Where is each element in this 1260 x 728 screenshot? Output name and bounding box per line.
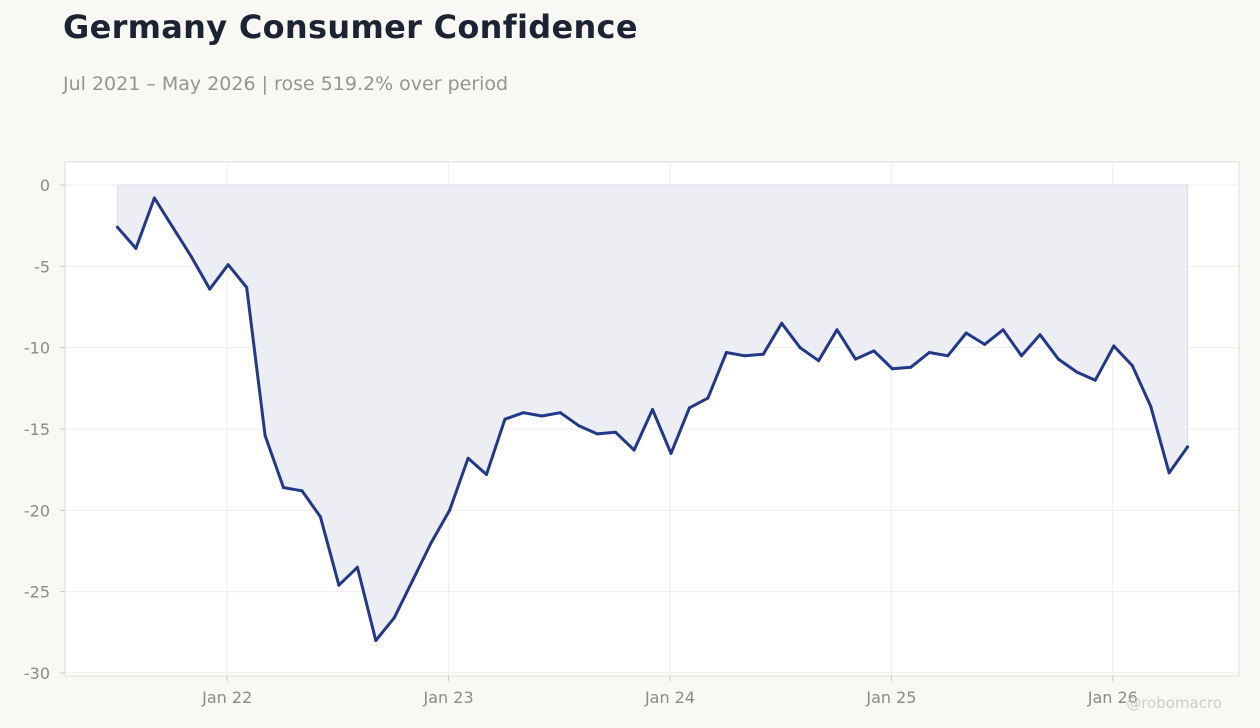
x-axis: Jan 22 Jan 23 Jan 24 Jan 25 Jan 26 <box>201 676 1138 707</box>
data-point <box>1075 370 1079 374</box>
data-point <box>171 225 175 229</box>
data-point <box>245 286 249 289</box>
data-point <box>448 508 452 512</box>
data-point <box>854 357 857 361</box>
data-point <box>927 351 931 354</box>
data-point <box>318 515 322 519</box>
data-point <box>1112 344 1116 348</box>
data-point <box>669 451 673 455</box>
data-point <box>724 351 728 354</box>
x-tick-label: Jan 23 <box>423 688 474 707</box>
data-point <box>835 328 839 332</box>
data-point <box>983 342 987 346</box>
data-point <box>651 408 654 411</box>
data-point <box>300 489 304 493</box>
data-point <box>521 411 525 415</box>
data-point <box>798 346 802 350</box>
data-point <box>706 396 710 400</box>
data-point <box>411 578 415 582</box>
data-point <box>909 365 913 369</box>
data-point <box>1149 404 1153 408</box>
data-point <box>1001 328 1005 332</box>
y-tick-label: 0 <box>40 176 50 195</box>
y-tick-label: -30 <box>24 664 50 683</box>
x-tick-label: Jan 24 <box>644 688 695 707</box>
y-tick-label: -15 <box>24 420 50 439</box>
data-point <box>282 486 285 490</box>
data-point <box>355 565 359 569</box>
data-point <box>632 448 636 452</box>
data-point <box>134 246 138 250</box>
data-point <box>964 331 968 335</box>
data-point <box>503 417 507 421</box>
data-point <box>595 432 599 436</box>
y-tick-label: -10 <box>24 339 50 358</box>
data-point <box>817 359 821 363</box>
data-point <box>743 354 747 358</box>
y-tick-label: -5 <box>34 257 50 276</box>
data-point <box>226 263 230 267</box>
y-tick-label: -20 <box>24 501 50 520</box>
data-point <box>208 287 212 291</box>
x-tick-label: Jan 26 <box>1087 688 1138 707</box>
line-layer <box>116 196 1190 642</box>
y-axis: 0 -5 -10 -15 -20 -25 -30 <box>24 176 65 683</box>
data-point <box>485 473 488 476</box>
chart-subtitle: Jul 2021 – May 2026 | rose 519.2% over p… <box>63 73 509 95</box>
data-point <box>872 349 876 353</box>
data-point <box>614 430 618 434</box>
x-tick-label: Jan 22 <box>201 688 252 707</box>
data-point <box>374 639 378 642</box>
data-point <box>1056 357 1060 361</box>
data-point <box>1093 378 1097 382</box>
data-point <box>263 434 267 437</box>
data-point <box>189 255 193 259</box>
data-point <box>1130 364 1134 368</box>
data-point <box>577 424 581 428</box>
data-point <box>1038 333 1042 337</box>
data-point <box>392 616 396 620</box>
data-point <box>429 541 433 545</box>
x-tick-label: Jan 25 <box>865 688 916 707</box>
data-point <box>466 456 470 460</box>
data-point <box>558 411 562 415</box>
data-point <box>780 321 784 325</box>
data-point <box>152 196 156 200</box>
data-point <box>890 367 894 371</box>
data-point <box>337 583 341 587</box>
data-point <box>1167 471 1171 475</box>
data-point <box>687 406 691 410</box>
data-point <box>540 414 544 418</box>
data-point <box>946 354 950 358</box>
data-point <box>1186 445 1190 449</box>
data-point <box>116 225 119 229</box>
data-point <box>761 352 765 356</box>
watermark: @robomacro <box>1126 694 1222 712</box>
chart-title: Germany Consumer Confidence <box>63 8 638 46</box>
data-point <box>1020 354 1023 358</box>
y-tick-label: -25 <box>24 583 50 602</box>
